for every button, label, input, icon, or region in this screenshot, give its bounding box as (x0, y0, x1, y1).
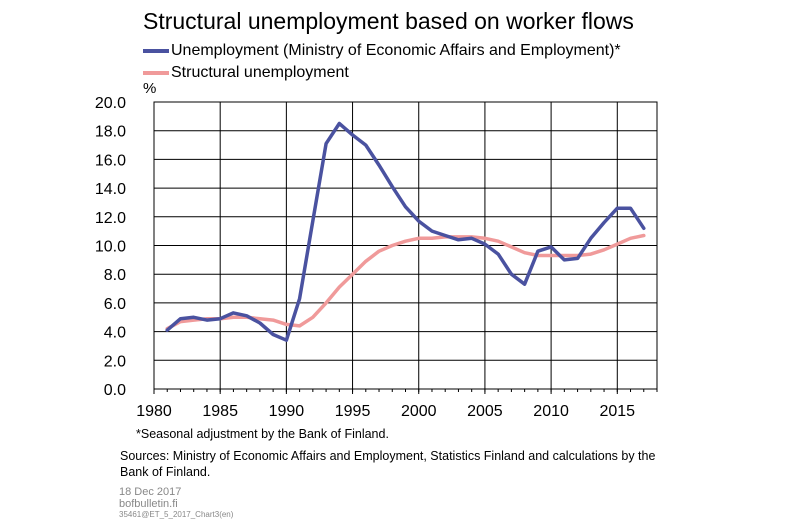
y-tick-label: 12.0 (95, 210, 126, 227)
plot-frame (153, 101, 658, 390)
sources-text: Sources: Ministry of Economic Affairs an… (120, 449, 656, 479)
unit-label: % (143, 80, 157, 97)
x-tick-label: 2015 (599, 403, 635, 420)
y-tick-label: 18.0 (95, 124, 126, 141)
x-tick-label: 1990 (269, 403, 305, 420)
x-tick-label: 2010 (533, 403, 569, 420)
chart-title: Structural unemployment based on worker … (143, 8, 634, 34)
x-tick-label: 2000 (401, 403, 437, 420)
y-tick-label: 8.0 (104, 267, 126, 284)
date-label: 18 Dec 2017 (119, 486, 182, 498)
y-tick-label: 16.0 (95, 152, 126, 169)
legend-item-structural: Structural unemployment (143, 63, 349, 83)
x-tick-label: 1980 (136, 403, 172, 420)
legend-label-unemployment: Unemployment (Ministry of Economic Affai… (171, 42, 621, 59)
legend-label-structural: Structural unemployment (171, 64, 349, 81)
legend-item-unemployment: Unemployment (Ministry of Economic Affai… (143, 41, 621, 61)
y-tick-label: 2.0 (104, 353, 126, 370)
legend-swatch-structural (143, 71, 169, 75)
y-tick-label: 14.0 (95, 181, 126, 198)
y-tick-label: 10.0 (95, 239, 126, 256)
chart-code: 35461@ET_5_2017_Chart3(en) (119, 510, 234, 519)
footnote: *Seasonal adjustment by the Bank of Finl… (136, 427, 389, 441)
x-tick-label: 1995 (335, 403, 371, 420)
y-tick-label: 0.0 (104, 382, 126, 399)
legend-swatch-unemployment (143, 49, 169, 53)
y-tick-label: 6.0 (104, 296, 126, 313)
x-tick-label: 2005 (467, 403, 503, 420)
unemployment-series-line (165, 121, 646, 342)
site-label: bofbulletin.fi (119, 498, 178, 510)
y-tick-label: 20.0 (95, 95, 126, 112)
y-tick-label: 4.0 (104, 325, 126, 342)
x-tick-label: 1985 (202, 403, 238, 420)
